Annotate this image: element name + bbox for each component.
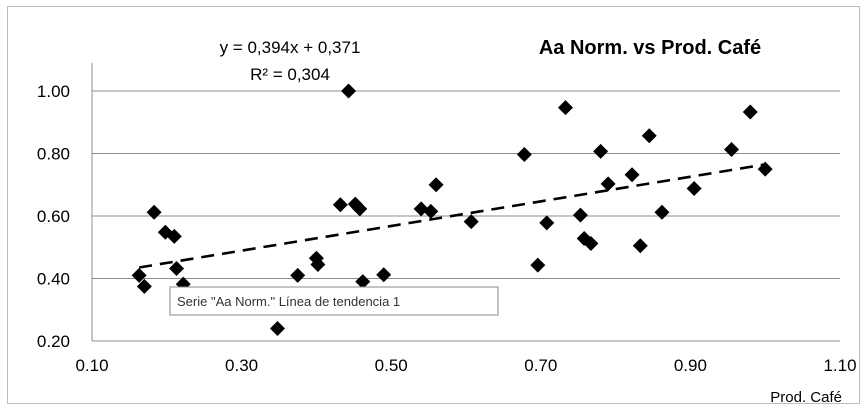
- y-tick-label: 0.80: [37, 145, 70, 164]
- x-tick-label: 0.90: [674, 356, 707, 375]
- chart-labels: 0.20 0.40 0.60 0.80 1.00 0.10 0.30 0.50 0.70 0.90…: [37, 37, 857, 406]
- y-tick-label: 1.00: [37, 82, 70, 101]
- data-point: [341, 83, 357, 99]
- data-point: [593, 143, 609, 159]
- data-point: [290, 267, 306, 283]
- chart-title: Aa Norm. vs Prod. Café: [539, 37, 761, 59]
- y-tick-label: 0.60: [37, 207, 70, 226]
- data-point: [131, 267, 147, 283]
- data-points: [131, 83, 773, 336]
- data-point: [724, 141, 740, 157]
- data-point: [270, 321, 286, 336]
- data-point: [557, 100, 573, 116]
- tooltip-label: Serie "Aa Norm." Línea de tendencia 1: [177, 294, 400, 309]
- trendline[interactable]: [138, 163, 766, 269]
- trendline-path[interactable]: [138, 163, 766, 269]
- data-point: [641, 128, 657, 144]
- data-point: [136, 278, 152, 294]
- data-point: [352, 201, 368, 217]
- trendline-r2: R² = 0,304: [250, 65, 330, 84]
- y-tick-label: 0.40: [37, 270, 70, 289]
- data-point: [600, 176, 616, 192]
- data-point: [516, 146, 532, 162]
- data-point: [539, 215, 555, 231]
- data-point: [742, 104, 758, 120]
- data-point: [310, 256, 326, 272]
- data-point: [530, 257, 546, 273]
- data-point: [332, 197, 348, 213]
- data-point: [463, 214, 479, 230]
- data-point: [376, 267, 392, 283]
- x-tick-label: 1.10: [823, 356, 856, 375]
- x-axis-label: Prod. Café: [770, 389, 842, 406]
- data-point: [654, 204, 670, 220]
- data-point: [423, 203, 439, 219]
- x-tick-label: 0.10: [75, 356, 108, 375]
- data-point: [583, 236, 599, 251]
- data-point: [355, 274, 371, 290]
- data-point: [169, 261, 185, 276]
- tooltip-box: [169, 286, 499, 316]
- data-point: [686, 181, 702, 196]
- chart-frame: [7, 6, 860, 404]
- x-tick-label: 0.50: [375, 356, 408, 375]
- data-point: [572, 207, 588, 223]
- y-tick-label: 0.20: [37, 332, 70, 351]
- data-point: [624, 167, 640, 183]
- data-point: [166, 228, 182, 244]
- data-point: [757, 161, 773, 177]
- axes: [91, 63, 840, 342]
- data-point: [146, 204, 162, 220]
- trendline-equation: y = 0,394x + 0,371: [220, 38, 361, 57]
- data-point: [632, 238, 648, 254]
- data-point: [428, 177, 444, 193]
- x-tick-label: 0.70: [524, 356, 557, 375]
- x-tick-label: 0.30: [225, 356, 258, 375]
- trendline-tooltip: Serie "Aa Norm." Línea de tendencia 1: [169, 286, 499, 316]
